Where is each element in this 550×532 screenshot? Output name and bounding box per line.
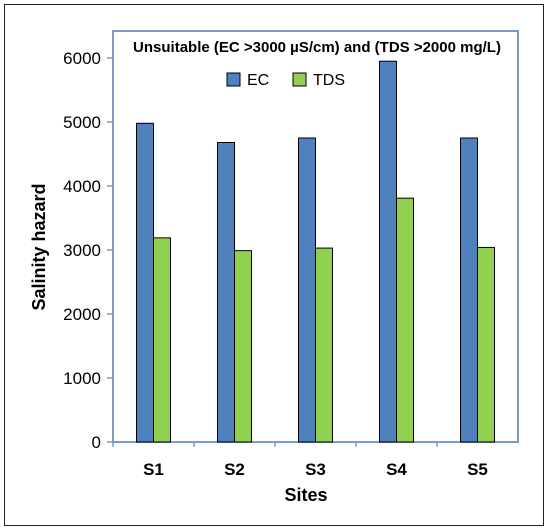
y-tick-label: 1000 bbox=[63, 369, 101, 388]
y-tick-label: 3000 bbox=[63, 241, 101, 260]
bar-ec-s4 bbox=[379, 60, 397, 443]
salinity-bar-chart: Unsuitable (EC >3000 µS/cm) and (TDS >20… bbox=[29, 30, 519, 505]
legend-swatch-ec bbox=[226, 72, 241, 87]
x-tick-label-s2: S2 bbox=[224, 460, 245, 479]
legend: EC TDS bbox=[226, 72, 345, 89]
x-tick-label-s4: S4 bbox=[386, 460, 407, 479]
x-tick-label-s1: S1 bbox=[143, 460, 164, 479]
bar-tds-s1 bbox=[153, 237, 171, 443]
y-tick-label: 5000 bbox=[63, 113, 101, 132]
bar-tds-s4 bbox=[396, 197, 414, 443]
x-axis-label: Sites bbox=[284, 485, 327, 505]
y-tick-label: 4000 bbox=[63, 177, 101, 196]
bar-ec-s2 bbox=[217, 141, 235, 443]
x-tick-label-s3: S3 bbox=[305, 460, 326, 479]
chart-annotation: Unsuitable (EC >3000 µS/cm) and (TDS >20… bbox=[133, 39, 501, 56]
bar-ec-s5 bbox=[460, 137, 478, 443]
bar-tds-s2 bbox=[234, 250, 252, 443]
y-axis: 0 1000 2000 3000 4000 5000 6000 bbox=[63, 49, 113, 452]
legend-label-ec: EC bbox=[247, 72, 269, 89]
bars bbox=[136, 60, 495, 443]
y-tick-label: 0 bbox=[92, 433, 101, 452]
y-axis-label: Salinity hazard bbox=[29, 183, 49, 310]
y-tick-label: 2000 bbox=[63, 305, 101, 324]
bar-tds-s3 bbox=[315, 247, 333, 443]
x-axis: S1 S2 S3 S4 S5 bbox=[112, 442, 488, 479]
chart-frame: Unsuitable (EC >3000 µS/cm) and (TDS >20… bbox=[4, 4, 544, 526]
bar-ec-s1 bbox=[136, 122, 154, 443]
bar-ec-s3 bbox=[298, 137, 316, 443]
y-tick-label: 6000 bbox=[63, 49, 101, 68]
bar-tds-s5 bbox=[477, 246, 495, 443]
x-tick-label-s5: S5 bbox=[467, 460, 488, 479]
legend-label-tds: TDS bbox=[313, 72, 345, 89]
legend-swatch-tds bbox=[292, 72, 307, 87]
